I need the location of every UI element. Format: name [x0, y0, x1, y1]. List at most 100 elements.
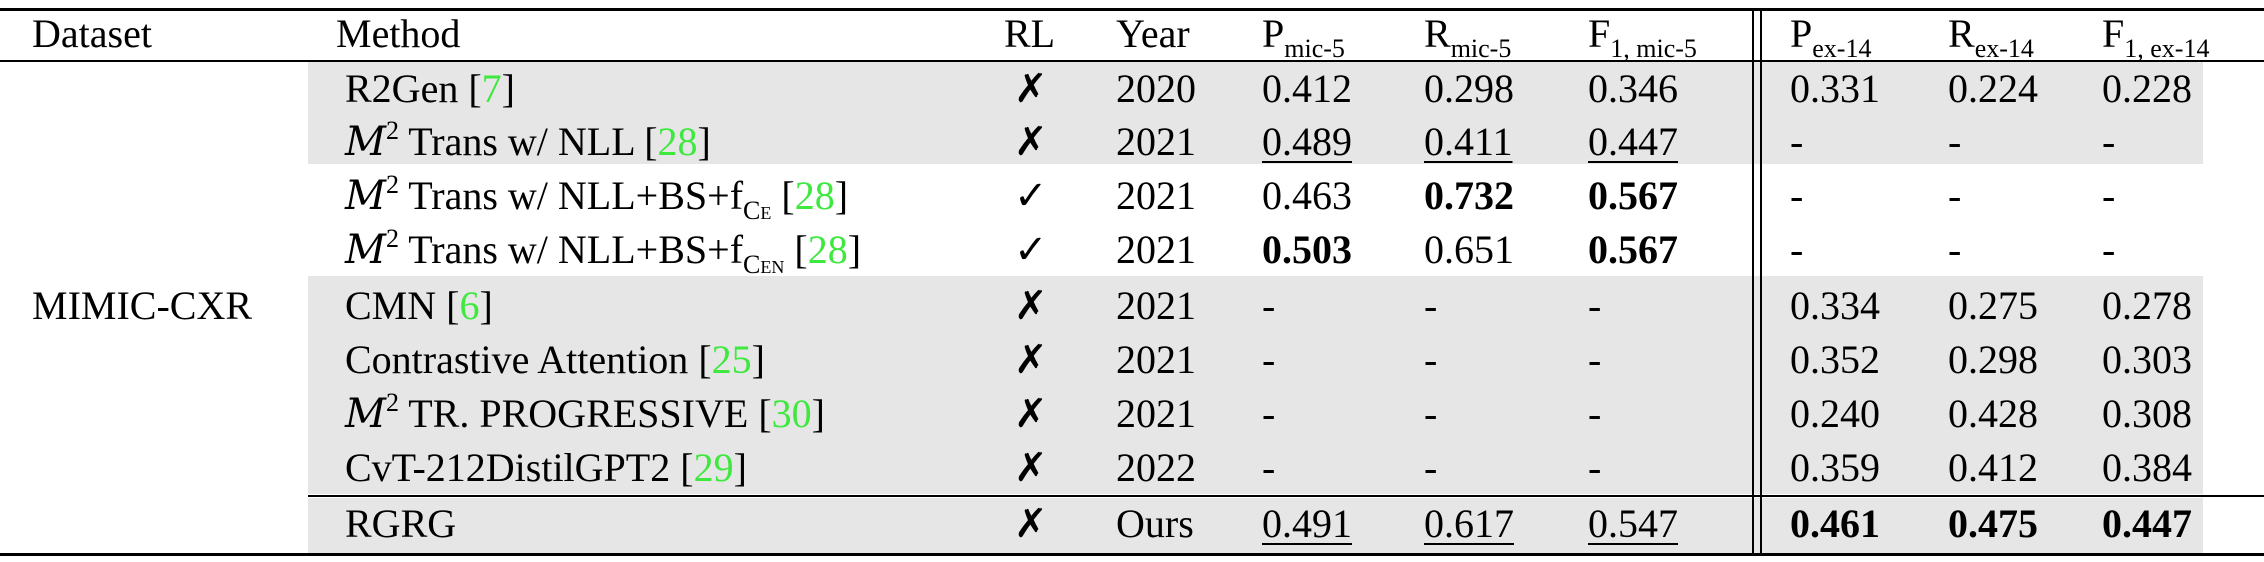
method-cell: M2 Trans w/ NLL+BS+fCE [28]: [345, 170, 849, 225]
p-mic-cell: -: [1262, 283, 1276, 328]
r-mic-cell: 0.732: [1424, 173, 1514, 218]
f-ex-cell: 0.228: [2102, 66, 2192, 111]
r-mic-cell: -: [1424, 337, 1438, 382]
bottom-rule: [0, 553, 2264, 556]
rl-cell: ✗: [1014, 66, 1048, 111]
p-mic-cell: 0.489: [1262, 119, 1352, 164]
rl-cell: ✗: [1014, 501, 1048, 546]
row-band-2: [308, 276, 2203, 494]
p-ex-cell: 0.352: [1790, 337, 1880, 382]
header-dataset: Dataset: [32, 11, 152, 56]
year-cell: 2021: [1116, 119, 1196, 164]
year-cell: 2021: [1116, 227, 1196, 272]
header-method: Method: [336, 11, 461, 56]
f-ex-cell: 0.303: [2102, 337, 2192, 382]
top-rule: [0, 8, 2264, 11]
r-mic-cell: 0.651: [1424, 227, 1514, 272]
method-cell: RGRG: [345, 501, 457, 546]
p-mic-cell: -: [1262, 445, 1276, 490]
header-p-mic: Pmic-5: [1262, 11, 1345, 63]
r-mic-cell: -: [1424, 283, 1438, 328]
rl-cell: ✓: [1014, 173, 1048, 218]
r-ex-cell: 0.298: [1948, 337, 2038, 382]
header-f-mic: F1, mic-5: [1588, 11, 1697, 63]
f-mic-cell: -: [1588, 445, 1602, 490]
rl-cell: ✗: [1014, 283, 1048, 328]
f-mic-cell: 0.567: [1588, 227, 1678, 272]
p-ex-cell: -: [1790, 173, 1804, 218]
year-cell: 2020: [1116, 66, 1196, 111]
f-mic-cell: 0.346: [1588, 66, 1678, 111]
r-ex-cell: 0.275: [1948, 283, 2038, 328]
r-mic-cell: -: [1424, 391, 1438, 436]
citation-link[interactable]: 30: [771, 391, 812, 436]
r-ex-cell: 0.412: [1948, 445, 2038, 490]
r-ex-cell: 0.475: [1948, 501, 2038, 546]
citation-link[interactable]: 28: [794, 173, 835, 218]
f-ex-cell: 0.384: [2102, 445, 2192, 490]
f-mic-cell: -: [1588, 391, 1602, 436]
rl-cell: ✗: [1014, 391, 1048, 436]
p-ex-cell: -: [1790, 227, 1804, 272]
dataset-label: MIMIC-CXR: [32, 283, 253, 328]
year-cell: 2021: [1116, 283, 1196, 328]
f-mic-cell: -: [1588, 337, 1602, 382]
year-cell: Ours: [1116, 501, 1194, 546]
r-mic-cell: 0.617: [1424, 501, 1514, 546]
r-ex-cell: 0.428: [1948, 391, 2038, 436]
header-rl: RL: [1004, 11, 1056, 56]
citation-link[interactable]: 6: [459, 283, 480, 328]
method-cell: R2Gen [7]: [345, 66, 515, 111]
year-cell: 2021: [1116, 173, 1196, 218]
rl-cell: ✗: [1014, 119, 1048, 164]
f-ex-cell: -: [2102, 119, 2116, 164]
method-cell: CvT-212DistilGPT2 [29]: [345, 445, 747, 490]
rl-cell: ✗: [1014, 445, 1048, 490]
r-ex-cell: -: [1948, 119, 1962, 164]
f-ex-cell: -: [2102, 227, 2116, 272]
f-ex-cell: 0.278: [2102, 283, 2192, 328]
citation-link[interactable]: 28: [657, 119, 698, 164]
r-ex-cell: -: [1948, 227, 1962, 272]
p-ex-cell: 0.240: [1790, 391, 1880, 436]
citation-link[interactable]: 25: [711, 337, 752, 382]
r-mic-cell: 0.298: [1424, 66, 1514, 111]
method-cell: Contrastive Attention [25]: [345, 337, 765, 382]
method-cell: CMN [6]: [345, 283, 493, 328]
f-mic-cell: 0.567: [1588, 173, 1678, 218]
p-ex-cell: 0.334: [1790, 283, 1880, 328]
p-ex-cell: -: [1790, 119, 1804, 164]
p-mic-cell: 0.503: [1262, 227, 1352, 272]
f-ex-cell: 0.447: [2102, 501, 2192, 546]
f-mic-cell: -: [1588, 283, 1602, 328]
citation-link[interactable]: 28: [807, 227, 848, 272]
p-mic-cell: 0.463: [1262, 173, 1352, 218]
citation-link[interactable]: 7: [481, 66, 502, 111]
p-ex-cell: 0.331: [1790, 66, 1880, 111]
rl-cell: ✗: [1014, 337, 1048, 382]
year-cell: 2021: [1116, 391, 1196, 436]
r-mic-cell: 0.411: [1424, 119, 1513, 164]
r-mic-cell: -: [1424, 445, 1438, 490]
year-cell: 2021: [1116, 337, 1196, 382]
year-cell: 2022: [1116, 445, 1196, 490]
p-ex-cell: 0.359: [1790, 445, 1880, 490]
header-year: Year: [1116, 11, 1190, 56]
row-band-3: [308, 498, 2203, 553]
header-p-ex: Pex-14: [1790, 11, 1872, 63]
p-ex-cell: 0.461: [1790, 501, 1880, 546]
header-r-ex: Rex-14: [1948, 11, 2034, 63]
p-mic-cell: -: [1262, 391, 1276, 436]
divider-left: [1752, 8, 1754, 556]
header-r-mic: Rmic-5: [1424, 11, 1512, 63]
row-band-1: [308, 62, 2203, 164]
f-ex-cell: -: [2102, 173, 2116, 218]
f-ex-cell: 0.308: [2102, 391, 2192, 436]
divider-right: [1760, 8, 1762, 556]
citation-link[interactable]: 29: [693, 445, 734, 490]
f-mic-cell: 0.547: [1588, 501, 1678, 546]
header-f-ex: F1, ex-14: [2102, 11, 2210, 63]
method-cell: M2 Trans w/ NLL+BS+fCEN [28]: [345, 224, 862, 279]
f-mic-cell: 0.447: [1588, 119, 1678, 164]
